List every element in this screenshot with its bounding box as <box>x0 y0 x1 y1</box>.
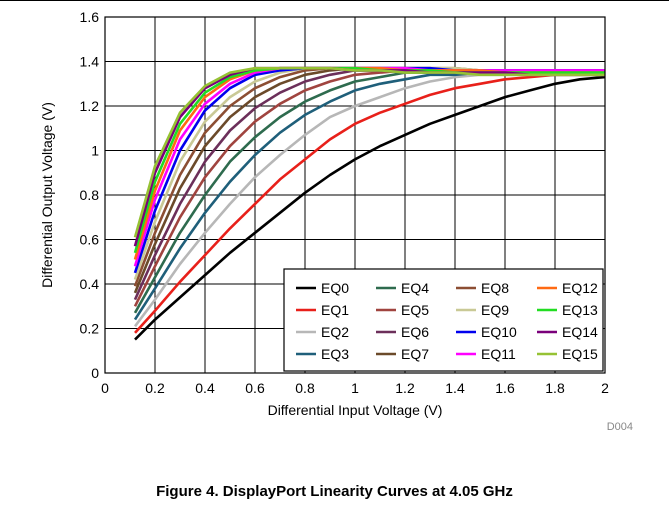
x-tick-label: 1.2 <box>395 380 415 396</box>
y-tick-label: 1.6 <box>80 9 100 25</box>
x-tick-label: 1.8 <box>545 380 565 396</box>
axis-ticks: 0 0.2 0.4 0.6 0.8 1 1.2 1.4 1.6 1.8 2 0 0.2 0.4 0.6 0.8… <box>80 9 610 396</box>
y-tick-label: 0.4 <box>80 276 100 292</box>
y-tick-label: 0.2 <box>80 321 100 337</box>
figure-code: D004 <box>607 421 633 433</box>
figure-caption: Figure 4. DisplayPort Linearity Curves a… <box>156 483 513 500</box>
legend-label: EQ6 <box>401 324 429 340</box>
y-tick-label: 0.6 <box>80 232 100 248</box>
x-tick-label: 2 <box>601 380 609 396</box>
x-tick-label: 0.4 <box>195 380 215 396</box>
legend-label: EQ1 <box>321 302 349 318</box>
legend-label: EQ9 <box>481 302 509 318</box>
legend-label: EQ3 <box>321 346 349 362</box>
legend-label: EQ8 <box>481 280 509 296</box>
y-tick-label: 1 <box>91 143 99 159</box>
legend-label: EQ5 <box>401 302 429 318</box>
series-line-eq1 <box>134 73 605 334</box>
series-line-eq15 <box>133 66 605 238</box>
x-tick-label: 0.6 <box>245 380 265 396</box>
y-tick-label: 0.8 <box>80 187 100 203</box>
plot-frame <box>104 16 606 374</box>
legend-label: EQ12 <box>562 280 598 296</box>
series-lines <box>133 66 606 341</box>
legend-label: EQ0 <box>321 280 349 296</box>
legend-label: EQ11 <box>481 346 516 362</box>
legend-label: EQ10 <box>481 324 517 340</box>
x-axis-label: Differential Input Voltage (V) <box>268 402 443 418</box>
legend-label: EQ4 <box>401 280 429 296</box>
legend-label: EQ7 <box>401 346 429 362</box>
x-tick-label: 0.8 <box>295 380 315 396</box>
top-rule <box>0 0 669 1</box>
x-tick-label: 0 <box>101 380 109 396</box>
y-tick-label: 1.4 <box>80 54 100 70</box>
y-axis-label: Differential Output Voltage (V) <box>39 102 55 288</box>
y-tick-label: 1.2 <box>80 98 100 114</box>
legend-label: EQ14 <box>562 324 598 340</box>
series-line-eq0 <box>134 75 606 341</box>
x-tick-label: 1.6 <box>495 380 515 396</box>
linearity-chart: 0 0.2 0.4 0.6 0.8 1 1.2 1.4 1.6 1.8 2 0 0.2 0.4 0.6 0.8… <box>39 9 633 433</box>
x-tick-label: 1 <box>351 380 359 396</box>
x-tick-label: 1.4 <box>445 380 465 396</box>
legend-label: EQ2 <box>321 324 349 340</box>
chart-legend: EQ0 EQ1 EQ2 EQ3 EQ4 EQ5 EQ6 EQ7 EQ8 EQ9 EQ10 EQ11 EQ… <box>283 268 604 372</box>
legend-label: EQ15 <box>562 346 598 362</box>
legend-label: EQ13 <box>562 302 598 318</box>
y-tick-label: 0 <box>91 365 99 381</box>
x-tick-label: 0.2 <box>145 380 165 396</box>
